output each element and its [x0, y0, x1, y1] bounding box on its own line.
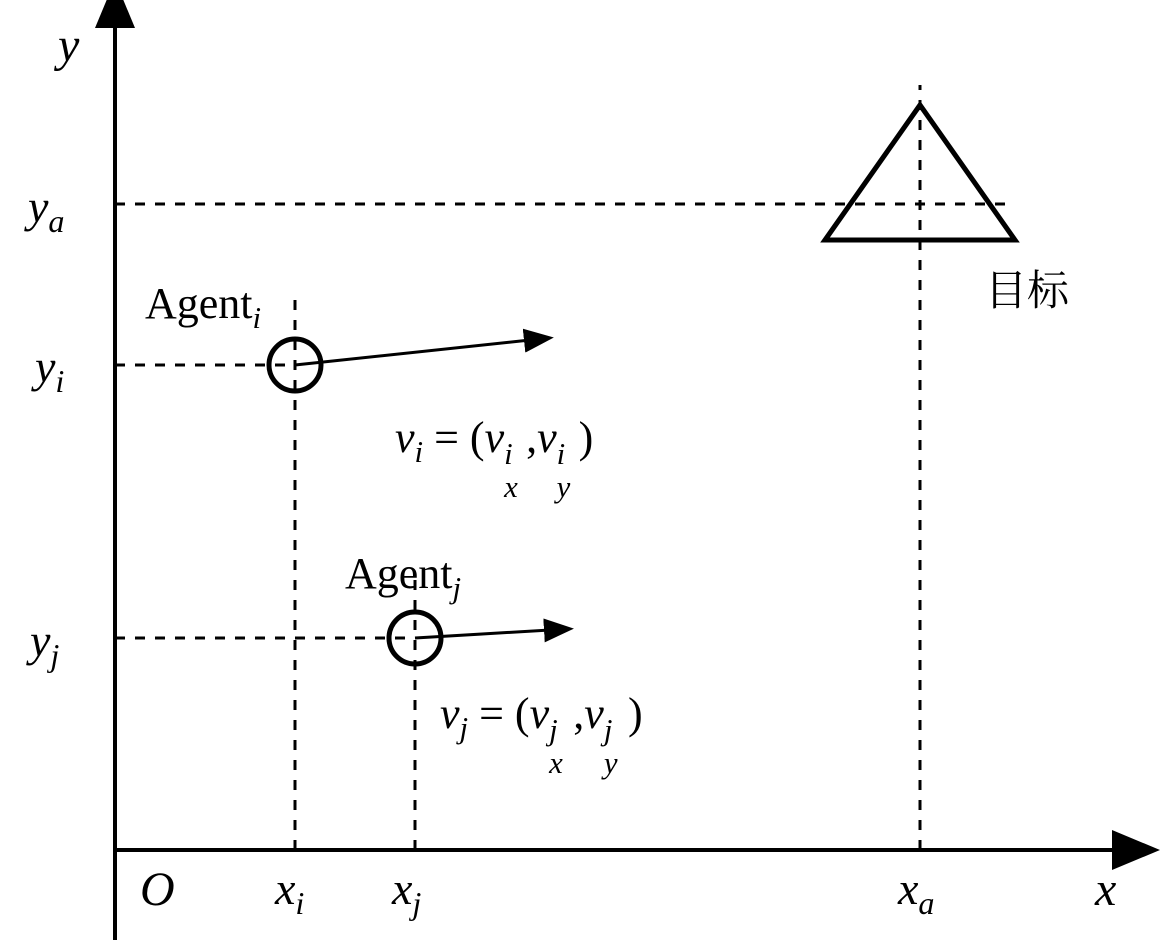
diagram-canvas: y x O ya yi yj xi xj xa Agenti Agentj 目标… [0, 0, 1165, 951]
velocity-j-arrow [415, 630, 550, 638]
x-j-label: xj [392, 862, 421, 922]
x-a-label: xa [898, 862, 935, 922]
x-i-label: xi [275, 862, 304, 922]
agent-i-label: Agenti [145, 278, 261, 336]
y-i-label: yi [35, 340, 64, 400]
diagram-svg [0, 0, 1165, 951]
velocity-j-label: vj = (vjx,vjy) [440, 688, 643, 746]
y-axis-label: y [58, 18, 79, 73]
velocity-i-label: vi = (vix,viy) [395, 412, 593, 470]
target-label: 目标 [985, 258, 1069, 318]
origin-label: O [140, 862, 175, 917]
agent-j-label: Agentj [345, 548, 461, 606]
y-j-label: yj [30, 614, 59, 674]
x-axis-label: x [1095, 862, 1116, 917]
y-a-label: ya [28, 180, 65, 240]
velocity-i-arrow [295, 340, 530, 365]
